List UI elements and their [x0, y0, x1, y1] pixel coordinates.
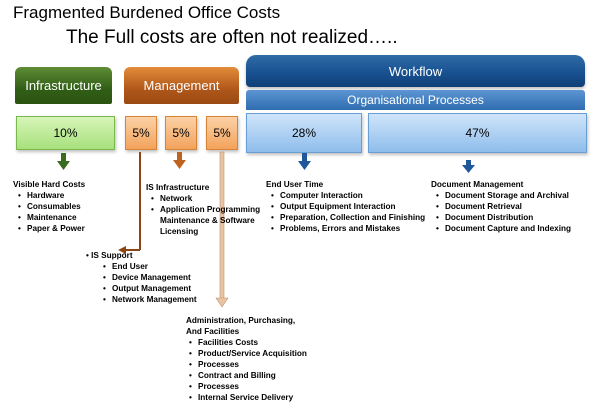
list-item: Consumables — [18, 201, 123, 212]
management-percent-box-1: 5% — [125, 116, 157, 150]
list-item: Processes — [189, 381, 336, 392]
list-item: Document Retrieval — [436, 201, 601, 212]
list-item: Network Management — [103, 294, 224, 305]
organisational-processes-header: Organisational Processes — [246, 90, 585, 110]
is-support-group: • IS Support End User Device Management … — [84, 250, 224, 305]
green-arrow-icon — [57, 153, 70, 170]
list-item: Contract and Billing — [189, 370, 336, 381]
group-heading-line-1: Administration, Purchasing, — [186, 316, 296, 325]
list-item: Device Management — [103, 272, 224, 283]
list-item: Hardware — [18, 190, 123, 201]
list-item: Facilities Costs — [189, 337, 336, 348]
list-item: Network — [151, 193, 264, 204]
list-item: Output Equipment Interaction — [271, 201, 441, 212]
list-item: Document Capture and Indexing — [436, 223, 601, 234]
list-item: Output Management — [103, 283, 224, 294]
list-item: End User — [103, 261, 224, 272]
infrastructure-percent-box: 10% — [16, 116, 115, 150]
orange-arrow-icon — [173, 152, 186, 169]
group-heading: Visible Hard Costs — [13, 180, 86, 189]
blue-arrow-icon-2 — [462, 160, 475, 173]
list-item: Application Programming Maintenance & So… — [151, 204, 264, 237]
list-item: Computer Interaction — [271, 190, 441, 201]
page-subtitle: The Full costs are often not realized….. — [66, 27, 398, 48]
group-heading: • IS Support — [86, 251, 133, 260]
list-item: Preparation, Collection and Finishing — [271, 212, 441, 223]
list-item: Maintenance — [18, 212, 123, 223]
administration-group: Administration, Purchasing, And Faciliti… — [186, 315, 336, 403]
workflow-header: Workflow — [246, 55, 585, 87]
list-item: Document Storage and Archival — [436, 190, 601, 201]
is-support-connector-icon — [118, 152, 141, 254]
management-header: Management — [124, 67, 239, 104]
list-item: Problems, Errors and Mistakes — [271, 223, 441, 234]
list-item: Paper & Power — [18, 223, 123, 234]
group-heading: Document Management — [431, 180, 524, 189]
workflow-percent-box-1: 28% — [246, 113, 362, 153]
is-infrastructure-group: IS Infrastructure Network Application Pr… — [146, 182, 264, 237]
list-item: Product/Service Acquisition — [189, 348, 336, 359]
management-percent-box-2: 5% — [165, 116, 197, 150]
visible-hard-costs-group: Visible Hard Costs Hardware Consumables … — [13, 179, 123, 234]
end-user-time-group: End User Time Computer Interaction Outpu… — [266, 179, 441, 234]
list-item: Document Distribution — [436, 212, 601, 223]
group-heading: End User Time — [266, 180, 324, 189]
management-percent-box-3: 5% — [206, 116, 238, 150]
group-heading-line-2: And Facilities — [186, 327, 240, 336]
page-title: Fragmented Burdened Office Costs — [13, 3, 281, 22]
document-management-group: Document Management Document Storage and… — [431, 179, 601, 234]
list-item: Processes — [189, 359, 336, 370]
infrastructure-header: Infrastructure — [15, 67, 112, 104]
workflow-percent-box-2: 47% — [368, 113, 587, 153]
list-item: Internal Service Delivery — [189, 392, 336, 403]
blue-arrow-icon-1 — [298, 153, 311, 170]
group-heading: IS Infrastructure — [146, 183, 210, 192]
